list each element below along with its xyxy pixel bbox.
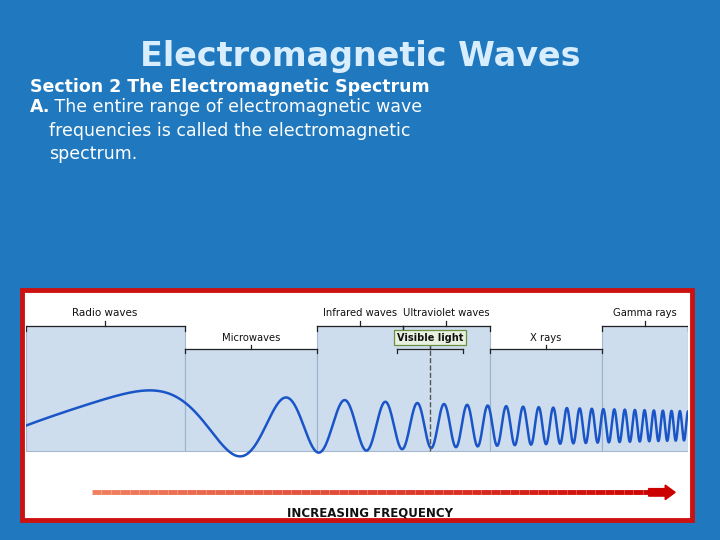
Bar <box>490 349 602 451</box>
Text: INCREASING FREQUENCY: INCREASING FREQUENCY <box>287 507 454 520</box>
Text: X rays: X rays <box>530 333 562 342</box>
Bar <box>602 326 688 451</box>
Bar <box>22 290 692 520</box>
FancyArrow shape <box>649 485 675 500</box>
Text: Infrared waves: Infrared waves <box>323 308 397 319</box>
Text: Microwaves: Microwaves <box>222 333 280 342</box>
Text: Radio waves: Radio waves <box>73 308 138 319</box>
Text: Section 2 The Electromagnetic Spectrum: Section 2 The Electromagnetic Spectrum <box>30 78 430 96</box>
Text: Visible light: Visible light <box>397 333 463 342</box>
Text: Ultraviolet waves: Ultraviolet waves <box>403 308 490 319</box>
Text: Gamma rays: Gamma rays <box>613 308 678 319</box>
Text: The entire range of electromagnetic wave
frequencies is called the electromagnet: The entire range of electromagnetic wave… <box>49 98 422 163</box>
Text: A.: A. <box>30 98 50 116</box>
Bar <box>184 349 318 451</box>
Text: Electromagnetic Waves: Electromagnetic Waves <box>140 40 580 73</box>
Bar <box>26 326 184 451</box>
Bar <box>318 326 490 451</box>
